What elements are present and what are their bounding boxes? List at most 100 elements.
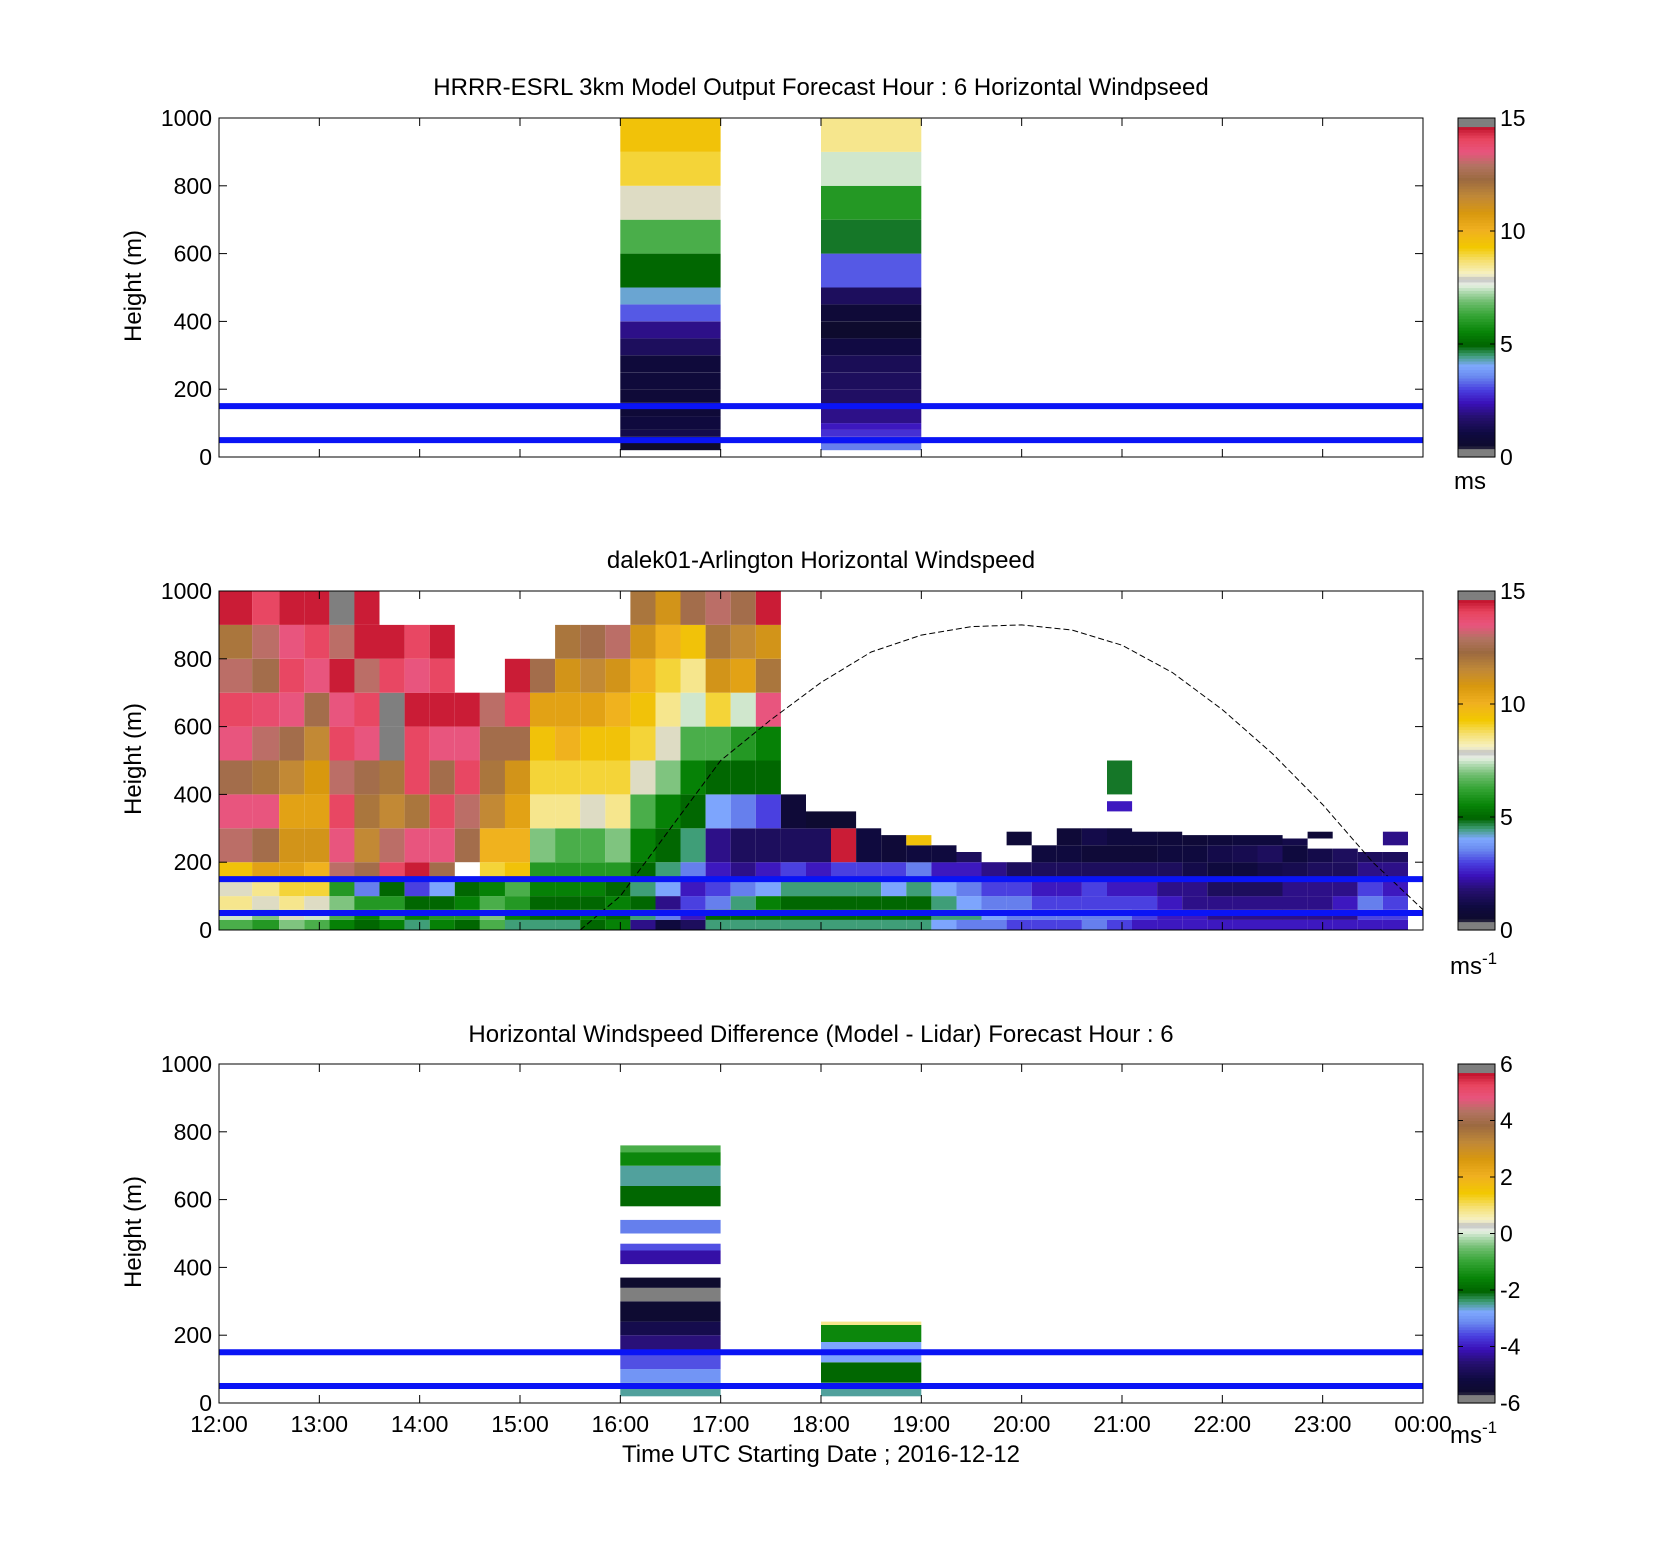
heatmap-cell [219, 658, 253, 693]
heatmap-cell [304, 862, 330, 880]
heatmap-cell [1107, 845, 1133, 863]
heatmap-cell [1081, 845, 1107, 863]
heatmap-cell [279, 692, 305, 727]
heatmap-cell [1157, 845, 1183, 863]
heatmap-cell [620, 443, 721, 451]
y-tick-label: 600 [174, 1187, 212, 1213]
heatmap-cell [1307, 896, 1333, 910]
colorbar-swatch [1458, 380, 1495, 385]
colorbar-tick-label: 15 [1500, 578, 1526, 604]
heatmap-cell [555, 879, 581, 897]
colorbar-swatch [1458, 1352, 1495, 1356]
colorbar-swatch [1458, 1213, 1495, 1218]
heatmap-cell [1207, 835, 1233, 846]
heatmap-cell [404, 919, 430, 930]
reference-lines [219, 876, 1423, 916]
y-axis-ticks: 0 200 400 600 800 1000 [161, 1051, 1423, 1416]
colorbar-swatch [1458, 307, 1495, 311]
heatmap-cell [454, 692, 480, 727]
colorbar-swatch [1458, 202, 1495, 207]
heatmap-cell [354, 862, 380, 880]
colorbar-swatch [1458, 1191, 1495, 1195]
colorbar-swatch [1458, 1391, 1495, 1396]
heatmap-cell [881, 919, 907, 930]
colorbar-swatch [1458, 394, 1495, 399]
heatmap-cell [620, 372, 721, 390]
colorbar-swatch [1458, 1162, 1495, 1167]
heatmap-cell [605, 692, 631, 727]
heatmap-cell [821, 1325, 922, 1342]
y-tick-label: 0 [199, 917, 212, 943]
heatmap-cell [755, 760, 781, 795]
heatmap-cell [931, 845, 957, 863]
colorbar-swatch [1458, 180, 1495, 184]
heatmap-cell [655, 828, 681, 863]
colorbar-swatch [1458, 400, 1495, 404]
colorbar-swatch [1458, 766, 1495, 770]
colorbar-swatch [1458, 856, 1495, 860]
colorbar-swatch [1458, 681, 1495, 685]
heatmap-cell [705, 828, 731, 863]
colorbar-swatch [1458, 1148, 1495, 1153]
colorbar-swatch [1458, 163, 1495, 167]
colorbar-swatch [1458, 859, 1495, 863]
heatmap-cell [1257, 835, 1283, 846]
heatmap-cell [1282, 919, 1308, 930]
colorbar-swatch [1458, 259, 1495, 263]
colorbar-swatch [1458, 709, 1495, 714]
heatmap-cell [1157, 879, 1183, 897]
colorbar-tick-label: 5 [1500, 331, 1513, 357]
colorbar-swatch [1458, 1256, 1495, 1260]
colorbar-swatch [1458, 599, 1495, 603]
heatmap-cell [1056, 896, 1082, 910]
heatmap-cell [1031, 862, 1057, 880]
heatmap-cell [1232, 862, 1258, 880]
colorbar-swatch [1458, 1258, 1495, 1263]
heatmap-cell [580, 919, 606, 930]
heatmap-cell [404, 760, 430, 795]
heatmap-cell [429, 862, 455, 880]
heatmap-cell [1006, 919, 1032, 930]
heatmap-cell [1332, 919, 1358, 930]
colorbar-swatch [1458, 411, 1495, 416]
heatmap-cell [605, 919, 631, 930]
heatmap-cell [504, 692, 530, 727]
heatmap-cell [630, 862, 656, 880]
colorbar-tick-label: 4 [1500, 1108, 1513, 1134]
colorbar-swatch [1458, 752, 1495, 756]
heatmap-cell [630, 591, 656, 625]
heatmap-cell [354, 828, 380, 863]
x-tick-label: 18:00 [792, 1411, 850, 1437]
colorbar-swatch [1458, 1386, 1495, 1390]
colorbar-swatch [1458, 1199, 1495, 1204]
heatmap-cell [279, 794, 305, 829]
colorbar-swatch [1458, 1210, 1495, 1215]
heatmap-cell [580, 896, 606, 910]
colorbar-swatch [1458, 242, 1495, 246]
heatmap-cell [906, 879, 932, 897]
colorbar-swatch [1458, 1106, 1495, 1110]
y-tick-label: 800 [174, 1119, 212, 1145]
colorbar-swatch [1458, 1103, 1495, 1107]
colorbar-swatch [1458, 927, 1495, 931]
heatmap-cell [1081, 896, 1107, 910]
colorbar-swatch [1458, 1225, 1495, 1229]
heatmap-cell [655, 896, 681, 910]
colorbar-swatch [1458, 1109, 1495, 1113]
heatmap-cell [1207, 862, 1233, 880]
colorbar-swatch [1458, 157, 1495, 161]
heatmap-cell [981, 879, 1007, 897]
colorbar-swatch [1458, 788, 1495, 793]
heatmap-cell [1081, 879, 1107, 897]
colorbar-swatch [1458, 1306, 1495, 1311]
colorbar-swatch [1458, 188, 1495, 193]
heatmap-cell [555, 862, 581, 880]
heatmap-cell [821, 185, 922, 220]
colorbar-swatch [1458, 814, 1495, 818]
colorbar-swatch [1458, 389, 1495, 393]
colorbar-swatch [1458, 425, 1495, 430]
heatmap-cell [856, 919, 882, 930]
colorbar-swatch [1458, 822, 1495, 827]
heatmap-cell [906, 862, 932, 880]
colorbar-swatch [1458, 633, 1495, 637]
